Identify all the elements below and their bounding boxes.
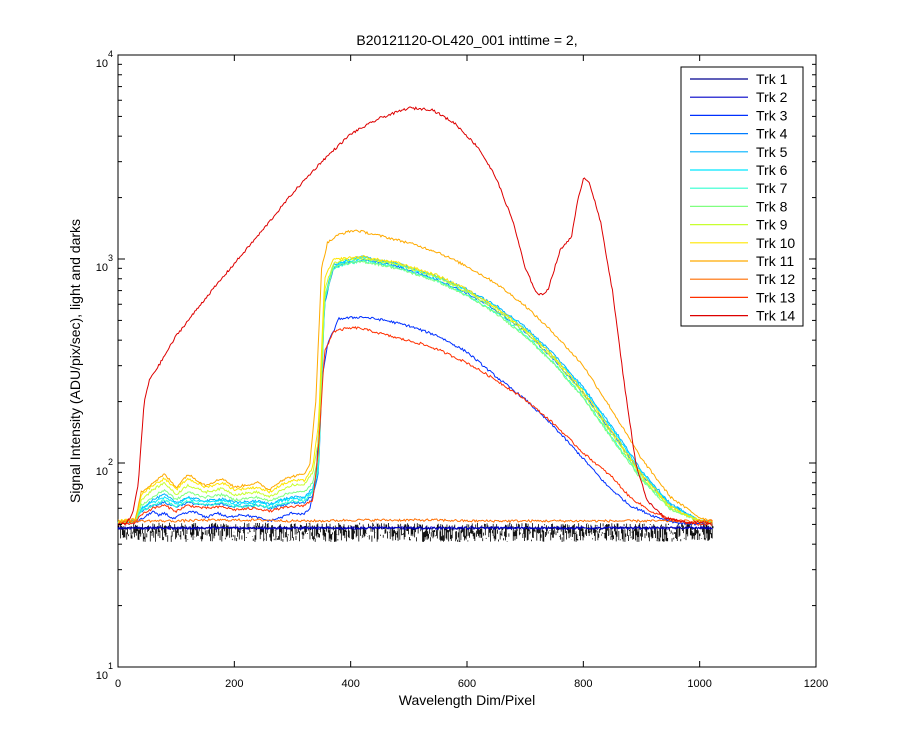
series-line-trk-14	[117, 106, 713, 526]
series-line-trk-9	[117, 257, 713, 525]
y-tick-label-exponent: 4	[108, 49, 113, 59]
legend-label-trk-7: Trk 7	[756, 180, 788, 196]
legend-label-trk-9: Trk 9	[756, 217, 788, 233]
legend-label-trk-1: Trk 1	[756, 71, 788, 87]
legend-label-trk-4: Trk 4	[756, 126, 788, 142]
y-tick-label-base: 10	[96, 262, 108, 274]
legend-label-trk-2: Trk 2	[756, 89, 788, 105]
series-line-trk-10	[117, 254, 713, 524]
legend-label-trk-10: Trk 10	[756, 235, 795, 251]
legend-label-trk-14: Trk 14	[756, 308, 795, 324]
legend-label-trk-12: Trk 12	[756, 271, 795, 287]
y-tick-label-exponent: 2	[108, 457, 113, 467]
legend-label-trk-13: Trk 13	[756, 289, 795, 305]
y-tick-label-exponent: 1	[108, 661, 113, 671]
x-tick-label: 1200	[804, 678, 828, 690]
series-layer	[117, 106, 713, 531]
x-tick-label: 800	[574, 678, 592, 690]
y-tick-label-base: 10	[96, 58, 108, 70]
y-axis-label: Signal Intensity (ADU/pix/sec), light an…	[67, 219, 83, 503]
legend-label-trk-11: Trk 11	[756, 253, 794, 269]
series-line-trk-8	[117, 260, 713, 525]
series-line-trk-11	[117, 229, 713, 523]
legend-label-trk-3: Trk 3	[756, 107, 788, 123]
legend-label-trk-6: Trk 6	[756, 162, 788, 178]
legend-label-trk-8: Trk 8	[756, 198, 788, 214]
x-tick-label: 400	[341, 678, 359, 690]
legend-box	[680, 66, 804, 327]
legend: Trk 1 Trk 2 Trk 3 Trk 4 Trk 5 Trk 6 Trk 7 Trk 8…	[680, 66, 804, 327]
series-line-trk-12	[117, 518, 713, 524]
series-line-trk-13	[117, 326, 713, 526]
x-tick-label: 600	[458, 678, 476, 690]
y-tick-label-base: 10	[96, 670, 108, 682]
x-tick-label: 0	[115, 678, 121, 690]
series-line-trk-3	[117, 316, 713, 526]
x-tick-label: 1000	[687, 678, 711, 690]
y-tick-label-exponent: 3	[108, 253, 113, 263]
y-tick-label-base: 10	[96, 466, 108, 478]
legend-label-trk-5: Trk 5	[756, 144, 788, 160]
x-axis-label: Wavelength Dim/Pixel	[399, 692, 535, 708]
x-tick-label: 200	[225, 678, 243, 690]
chart-title: B20121120-OL420_001 inttime = 2,	[356, 32, 577, 48]
series-line-trk-2	[117, 525, 713, 531]
